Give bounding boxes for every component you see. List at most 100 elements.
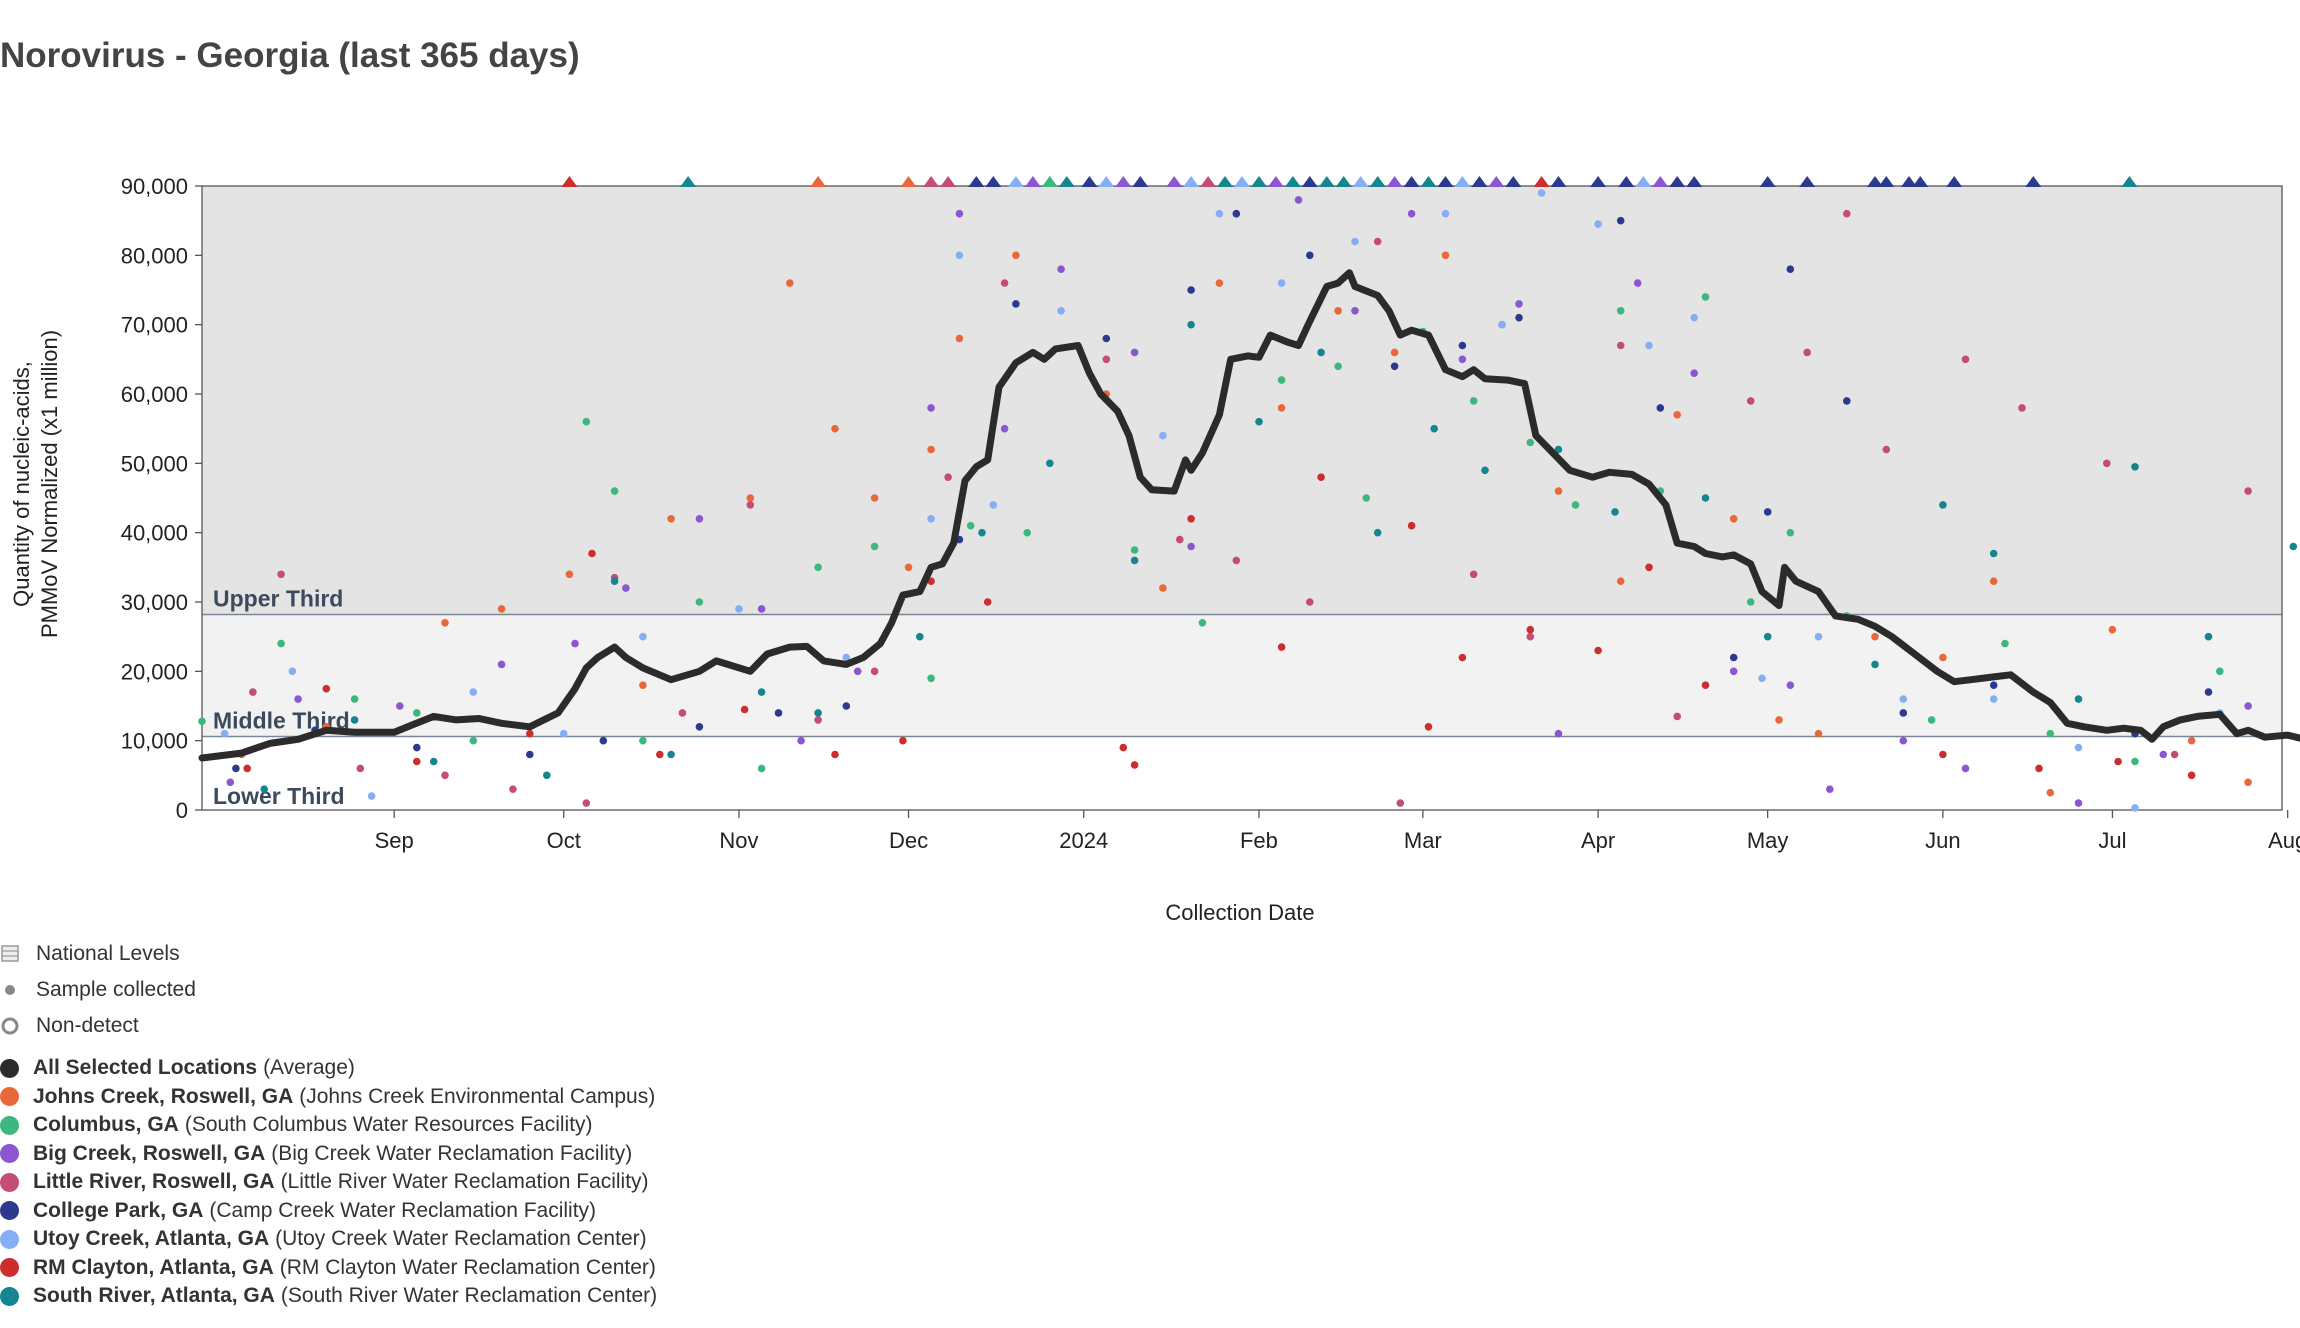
- sample-point[interactable]: [226, 778, 235, 787]
- sample-point[interactable]: [622, 584, 630, 592]
- sample-point[interactable]: [797, 736, 805, 745]
- sample-point[interactable]: [599, 736, 608, 745]
- sample-point[interactable]: [1673, 411, 1681, 419]
- legend-average[interactable]: All Selected Locations (Average): [0, 1054, 1100, 1083]
- sample-point[interactable]: [2244, 702, 2252, 710]
- sample-point[interactable]: [2103, 459, 2111, 468]
- sample-point[interactable]: [1729, 515, 1738, 523]
- sample-point[interactable]: [2114, 757, 2122, 766]
- sample-point[interactable]: [565, 570, 574, 579]
- sample-point[interactable]: [2289, 542, 2298, 551]
- sample-point[interactable]: [277, 570, 285, 579]
- sample-point[interactable]: [1102, 334, 1111, 343]
- sample-point[interactable]: [1294, 196, 1303, 204]
- sample-point[interactable]: [870, 542, 879, 551]
- above-range-marker[interactable]: [1437, 176, 1454, 187]
- above-range-marker[interactable]: [1284, 176, 1301, 187]
- sample-point[interactable]: [1215, 279, 1224, 287]
- sample-point[interactable]: [831, 424, 839, 433]
- sample-point[interactable]: [1616, 341, 1625, 350]
- sample-point[interactable]: [955, 251, 964, 260]
- sample-point[interactable]: [1277, 279, 1286, 287]
- sample-point[interactable]: [1057, 265, 1065, 274]
- sample-point[interactable]: [1277, 404, 1286, 412]
- above-range-marker[interactable]: [1267, 176, 1284, 187]
- above-range-marker[interactable]: [1024, 176, 1041, 187]
- sample-point[interactable]: [740, 705, 749, 714]
- sample-point[interactable]: [2204, 688, 2213, 696]
- sample-point[interactable]: [429, 757, 438, 766]
- sample-point[interactable]: [1351, 237, 1359, 246]
- above-range-marker[interactable]: [1403, 176, 1420, 187]
- sample-point[interactable]: [243, 764, 251, 773]
- above-range-marker[interactable]: [1878, 176, 1895, 187]
- sample-point[interactable]: [1645, 341, 1653, 350]
- sample-point[interactable]: [543, 771, 551, 780]
- sample-point[interactable]: [249, 688, 257, 696]
- sample-point[interactable]: [1746, 397, 1755, 405]
- sample-point[interactable]: [1611, 508, 1619, 516]
- sample-point[interactable]: [1758, 674, 1766, 683]
- above-range-marker[interactable]: [1183, 176, 1200, 187]
- above-range-marker[interactable]: [1635, 176, 1652, 187]
- sample-point[interactable]: [1057, 307, 1065, 315]
- above-range-marker[interactable]: [1533, 176, 1550, 187]
- sample-point[interactable]: [1351, 307, 1359, 315]
- sample-point[interactable]: [1012, 251, 1020, 260]
- above-range-marker[interactable]: [923, 176, 940, 187]
- sample-point[interactable]: [870, 667, 879, 676]
- sample-point[interactable]: [1159, 431, 1167, 440]
- sample-point[interactable]: [639, 681, 647, 689]
- sample-point[interactable]: [757, 764, 766, 773]
- sample-point[interactable]: [695, 515, 704, 523]
- above-range-marker[interactable]: [1505, 176, 1522, 187]
- sample-point[interactable]: [1441, 251, 1450, 260]
- above-range-marker[interactable]: [968, 176, 985, 187]
- sample-point[interactable]: [582, 417, 591, 426]
- sample-point[interactable]: [1763, 508, 1772, 516]
- sample-point[interactable]: [814, 563, 822, 572]
- sample-point[interactable]: [469, 736, 478, 745]
- sample-point[interactable]: [2187, 771, 2196, 780]
- sample-point[interactable]: [2170, 750, 2179, 759]
- sample-point[interactable]: [260, 785, 269, 793]
- sample-point[interactable]: [955, 334, 964, 343]
- sample-point[interactable]: [526, 750, 534, 759]
- above-range-marker[interactable]: [561, 176, 578, 187]
- sample-point[interactable]: [2131, 757, 2139, 766]
- sample-point[interactable]: [1130, 556, 1139, 565]
- sample-point[interactable]: [1458, 341, 1467, 350]
- sample-point[interactable]: [1317, 348, 1325, 357]
- sample-point[interactable]: [1526, 625, 1535, 634]
- above-range-marker[interactable]: [1081, 176, 1098, 187]
- sample-point[interactable]: [1871, 632, 1879, 641]
- sample-point[interactable]: [1616, 577, 1625, 585]
- sample-point[interactable]: [322, 684, 331, 693]
- sample-point[interactable]: [2159, 750, 2168, 759]
- above-range-marker[interactable]: [1652, 176, 1669, 187]
- sample-point[interactable]: [786, 279, 794, 287]
- sample-point[interactable]: [610, 487, 619, 495]
- sample-point[interactable]: [1701, 681, 1710, 689]
- sample-point[interactable]: [966, 521, 975, 530]
- above-range-marker[interactable]: [1007, 176, 1024, 187]
- sample-point[interactable]: [678, 709, 687, 717]
- legend-location-5[interactable]: Utoy Creek, Atlanta, GA (Utoy Creek Water…: [0, 1225, 1100, 1254]
- sample-point[interactable]: [1187, 515, 1195, 523]
- sample-point[interactable]: [2216, 667, 2224, 676]
- sample-point[interactable]: [667, 750, 675, 759]
- above-range-marker[interactable]: [1867, 176, 1883, 187]
- sample-point[interactable]: [367, 792, 376, 800]
- sample-point[interactable]: [1526, 438, 1535, 447]
- above-range-marker[interactable]: [1041, 176, 1058, 187]
- sample-point[interactable]: [1729, 653, 1738, 662]
- sample-point[interactable]: [1989, 695, 1998, 703]
- sample-point[interactable]: [588, 549, 596, 558]
- sample-point[interactable]: [1159, 584, 1167, 592]
- sample-point[interactable]: [1729, 667, 1738, 676]
- sample-point[interactable]: [413, 743, 421, 752]
- sample-point[interactable]: [1306, 251, 1314, 260]
- sample-point[interactable]: [1554, 445, 1563, 454]
- sample-point[interactable]: [814, 709, 822, 717]
- above-range-marker[interactable]: [1058, 176, 1075, 187]
